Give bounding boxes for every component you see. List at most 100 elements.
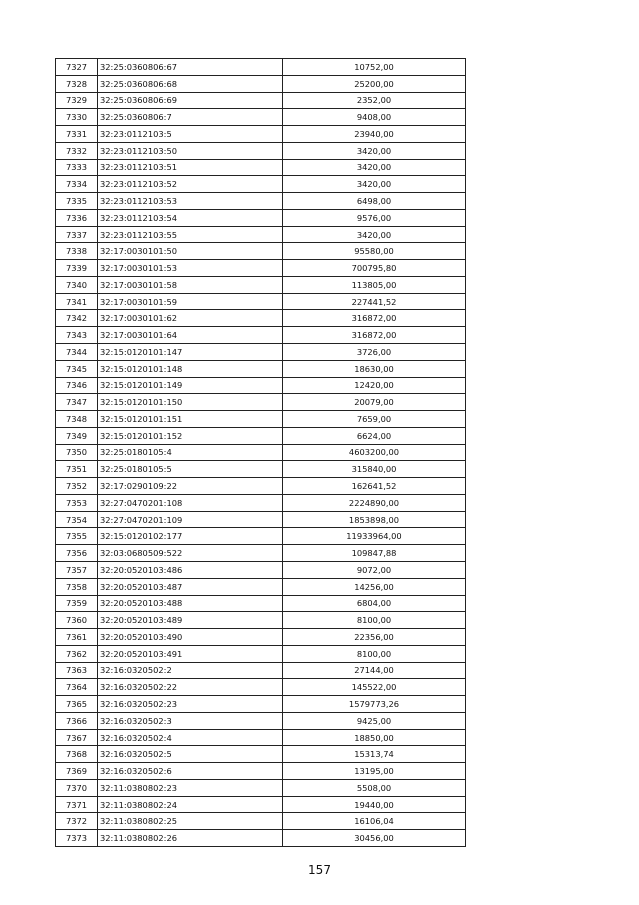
- row-number: 7348: [55, 410, 98, 428]
- cadastral-number: 32:11:0380802:25: [97, 812, 283, 831]
- cadastral-number: 32:23:0112103:54: [97, 208, 283, 227]
- cadastral-number: 32:20:0520103:487: [97, 577, 283, 596]
- cadastral-value: 11933964,00: [282, 527, 466, 546]
- cadastral-number: 32:15:0120101:149: [97, 376, 283, 395]
- row-number: 7344: [55, 343, 98, 361]
- cadastral-value: 25200,00: [282, 74, 466, 93]
- cadastral-value: 12420,00: [282, 376, 466, 395]
- table-row: 7333 32:23:0112103:51 3420,00: [55, 158, 466, 177]
- table-row: 7365 32:16:0320502:23 1579773,26: [55, 695, 466, 713]
- table-row: 7364 32:16:0320502:22 145522,00: [55, 678, 466, 697]
- table-row: 7372 32:11:0380802:25 16106,04: [55, 812, 466, 831]
- cadastral-value: 19440,00: [282, 795, 466, 814]
- cadastral-number: 32:16:0320502:23: [97, 695, 283, 713]
- cadastral-value-table: 7327 32:25:0360806:67 10752,00 7328 32:25:03…: [55, 58, 466, 847]
- table-row: 7366 32:16:0320502:3 9425,00: [55, 711, 466, 730]
- cadastral-number: 32:15:0120101:150: [97, 393, 283, 412]
- cadastral-number: 32:17:0030101:53: [97, 259, 283, 277]
- cadastral-value: 8100,00: [282, 644, 466, 663]
- cadastral-value: 27144,00: [282, 661, 466, 680]
- cadastral-value: 20079,00: [282, 393, 466, 412]
- cadastral-number: 32:16:0320502:2: [97, 661, 283, 680]
- table-row: 7357 32:20:0520103:486 9072,00: [55, 560, 466, 579]
- cadastral-value: 9072,00: [282, 560, 466, 579]
- table-row: 7350 32:25:0180105:4 4603200,00: [55, 443, 466, 462]
- cadastral-value: 6498,00: [282, 192, 466, 210]
- row-number: 7367: [55, 728, 98, 747]
- row-number: 7370: [55, 778, 98, 797]
- cadastral-number: 32:25:0180105:5: [97, 460, 283, 479]
- table-row: 7370 32:11:0380802:23 5508,00: [55, 778, 466, 797]
- table-row: 7367 32:16:0320502:4 18850,00: [55, 728, 466, 747]
- cadastral-value: 2352,00: [282, 91, 466, 110]
- page-number: 157: [308, 863, 331, 877]
- row-number: 7328: [55, 74, 98, 93]
- row-number: 7360: [55, 611, 98, 630]
- cadastral-number: 32:16:0320502:5: [97, 745, 283, 764]
- row-number: 7342: [55, 309, 98, 328]
- cadastral-value: 315840,00: [282, 460, 466, 479]
- cadastral-value: 8100,00: [282, 611, 466, 630]
- cadastral-value: 316872,00: [282, 326, 466, 345]
- table-row: 7342 32:17:0030101:62 316872,00: [55, 309, 466, 328]
- cadastral-number: 32:23:0112103:51: [97, 158, 283, 177]
- row-number: 7346: [55, 376, 98, 395]
- cadastral-number: 32:20:0520103:490: [97, 628, 283, 646]
- row-number: 7368: [55, 745, 98, 764]
- table-row: 7369 32:16:0320502:6 13195,00: [55, 762, 466, 780]
- table-row: 7348 32:15:0120101:151 7659,00: [55, 410, 466, 428]
- row-number: 7338: [55, 242, 98, 261]
- cadastral-value: 23940,00: [282, 125, 466, 143]
- row-number: 7329: [55, 91, 98, 110]
- cadastral-number: 32:15:0120101:148: [97, 359, 283, 378]
- cadastral-value: 145522,00: [282, 678, 466, 697]
- cadastral-value: 162641,52: [282, 477, 466, 495]
- cadastral-value: 3420,00: [282, 175, 466, 194]
- cadastral-number: 32:25:0360806:67: [97, 58, 283, 76]
- cadastral-value: 113805,00: [282, 275, 466, 294]
- table-row: 7362 32:20:0520103:491 8100,00: [55, 644, 466, 663]
- table-row: 7371 32:11:0380802:24 19440,00: [55, 795, 466, 814]
- row-number: 7352: [55, 477, 98, 495]
- cadastral-number: 32:20:0520103:488: [97, 594, 283, 613]
- table-row: 7338 32:17:0030101:50 95580,00: [55, 242, 466, 261]
- cadastral-number: 32:15:0120101:152: [97, 426, 283, 445]
- cadastral-value: 3420,00: [282, 225, 466, 244]
- cadastral-number: 32:25:0360806:69: [97, 91, 283, 110]
- cadastral-number: 32:17:0030101:58: [97, 275, 283, 294]
- cadastral-number: 32:11:0380802:26: [97, 829, 283, 847]
- cadastral-number: 32:20:0520103:489: [97, 611, 283, 630]
- row-number: 7365: [55, 695, 98, 713]
- cadastral-value: 5508,00: [282, 778, 466, 797]
- row-number: 7350: [55, 443, 98, 462]
- row-number: 7373: [55, 829, 98, 847]
- table-row: 7347 32:15:0120101:150 20079,00: [55, 393, 466, 412]
- row-number: 7369: [55, 762, 98, 780]
- row-number: 7357: [55, 560, 98, 579]
- table-row: 7332 32:23:0112103:50 3420,00: [55, 141, 466, 160]
- table-row: 7327 32:25:0360806:67 10752,00: [55, 58, 466, 76]
- cadastral-value: 3420,00: [282, 158, 466, 177]
- cadastral-number: 32:17:0030101:64: [97, 326, 283, 345]
- cadastral-number: 32:20:0520103:491: [97, 644, 283, 663]
- table-row: 7368 32:16:0320502:5 15313,74: [55, 745, 466, 764]
- table-row: 7335 32:23:0112103:53 6498,00: [55, 192, 466, 210]
- table-row: 7328 32:25:0360806:68 25200,00: [55, 74, 466, 93]
- row-number: 7354: [55, 510, 98, 529]
- cadastral-number: 32:11:0380802:24: [97, 795, 283, 814]
- row-number: 7362: [55, 644, 98, 663]
- table-row: 7351 32:25:0180105:5 315840,00: [55, 460, 466, 479]
- cadastral-number: 32:16:0320502:3: [97, 711, 283, 730]
- row-number: 7343: [55, 326, 98, 345]
- cadastral-number: 32:16:0320502:22: [97, 678, 283, 697]
- cadastral-value: 14256,00: [282, 577, 466, 596]
- cadastral-value: 10752,00: [282, 58, 466, 76]
- table-row: 7363 32:16:0320502:2 27144,00: [55, 661, 466, 680]
- cadastral-number: 32:23:0112103:50: [97, 141, 283, 160]
- table-row: 7337 32:23:0112103:55 3420,00: [55, 225, 466, 244]
- row-number: 7337: [55, 225, 98, 244]
- cadastral-value: 18630,00: [282, 359, 466, 378]
- table-row: 7343 32:17:0030101:64 316872,00: [55, 326, 466, 345]
- cadastral-value: 1579773,26: [282, 695, 466, 713]
- table-row: 7336 32:23:0112103:54 9576,00: [55, 208, 466, 227]
